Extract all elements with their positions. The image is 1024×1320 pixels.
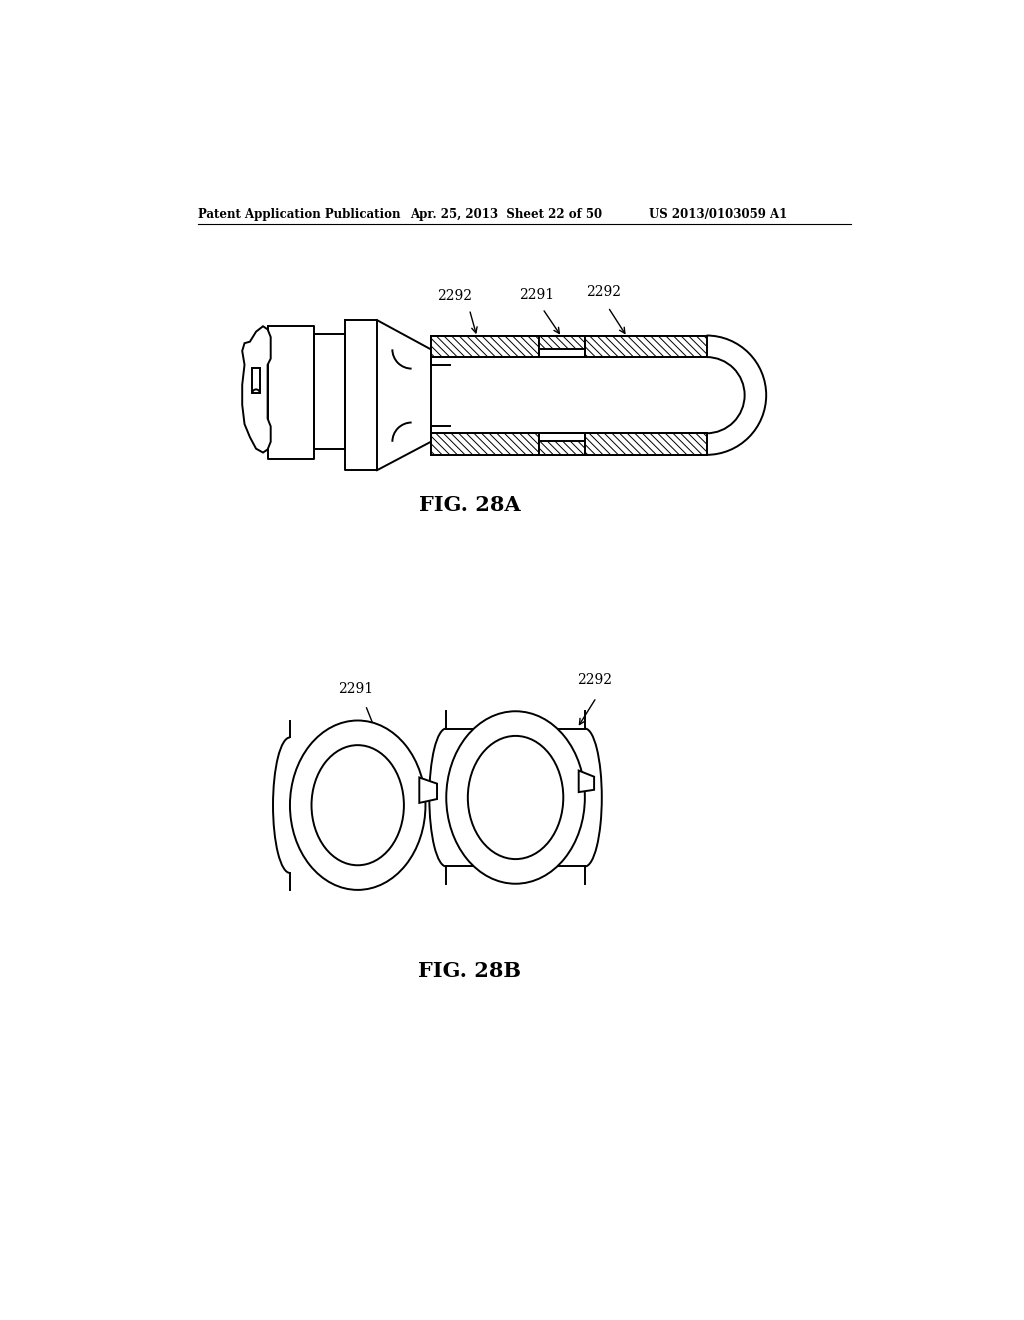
Polygon shape — [579, 771, 594, 792]
Text: 2292: 2292 — [578, 673, 612, 686]
Text: Patent Application Publication: Patent Application Publication — [199, 209, 400, 222]
Polygon shape — [539, 335, 585, 350]
Ellipse shape — [446, 711, 585, 884]
Text: 2292: 2292 — [587, 285, 622, 300]
Text: FIG. 28A: FIG. 28A — [419, 495, 520, 515]
Polygon shape — [431, 433, 539, 455]
Ellipse shape — [468, 737, 563, 859]
Polygon shape — [419, 777, 437, 803]
Ellipse shape — [290, 721, 425, 890]
Polygon shape — [539, 441, 585, 455]
Text: US 2013/0103059 A1: US 2013/0103059 A1 — [649, 209, 787, 222]
Polygon shape — [431, 335, 539, 358]
Polygon shape — [585, 433, 707, 455]
Ellipse shape — [311, 744, 403, 866]
Text: FIG. 28B: FIG. 28B — [418, 961, 521, 981]
Polygon shape — [243, 326, 270, 453]
Text: 2292: 2292 — [437, 289, 472, 304]
Polygon shape — [252, 368, 260, 393]
Text: 2291: 2291 — [518, 288, 554, 302]
Polygon shape — [585, 335, 707, 358]
Text: Apr. 25, 2013  Sheet 22 of 50: Apr. 25, 2013 Sheet 22 of 50 — [410, 209, 602, 222]
Text: 2291: 2291 — [339, 682, 374, 696]
